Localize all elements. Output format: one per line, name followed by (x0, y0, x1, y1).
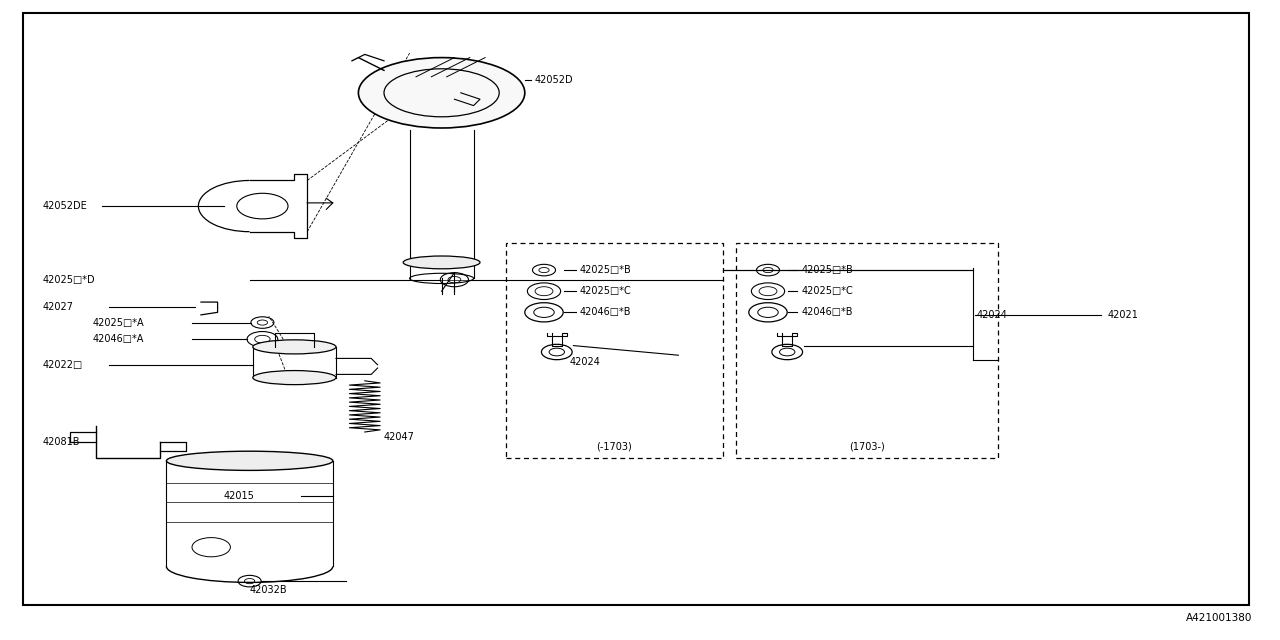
Bar (506, 243, 723, 458)
Text: 42024: 42024 (977, 310, 1007, 320)
Text: 42046□*A: 42046□*A (92, 334, 143, 344)
Ellipse shape (166, 451, 333, 470)
Text: 42025□*C: 42025□*C (801, 286, 852, 296)
Text: 42046□*B: 42046□*B (580, 307, 631, 317)
Text: 42027: 42027 (42, 302, 73, 312)
Text: (-1703): (-1703) (596, 441, 632, 451)
Text: A421001380: A421001380 (1185, 612, 1252, 623)
Ellipse shape (253, 340, 337, 354)
Text: 42032B: 42032B (250, 585, 287, 595)
Text: 42025□*B: 42025□*B (580, 265, 631, 275)
Text: 42025□*C: 42025□*C (580, 286, 631, 296)
Text: 42024: 42024 (570, 356, 600, 367)
Text: 42025□*B: 42025□*B (801, 265, 852, 275)
Ellipse shape (403, 256, 480, 269)
Text: 42052DE: 42052DE (42, 201, 87, 211)
Text: (1703-): (1703-) (850, 441, 884, 451)
Ellipse shape (358, 58, 525, 128)
Text: 42081B: 42081B (42, 436, 79, 447)
Text: 42052D: 42052D (535, 75, 573, 85)
Bar (736, 243, 998, 458)
Text: 42046□*B: 42046□*B (801, 307, 852, 317)
Text: 42022□: 42022□ (42, 360, 82, 370)
Text: 42021: 42021 (1107, 310, 1138, 320)
Text: 42047: 42047 (384, 432, 415, 442)
Text: 42015: 42015 (224, 491, 255, 501)
Text: 42025□*D: 42025□*D (42, 275, 95, 285)
Ellipse shape (253, 371, 337, 385)
Text: 42025□*A: 42025□*A (92, 317, 143, 328)
